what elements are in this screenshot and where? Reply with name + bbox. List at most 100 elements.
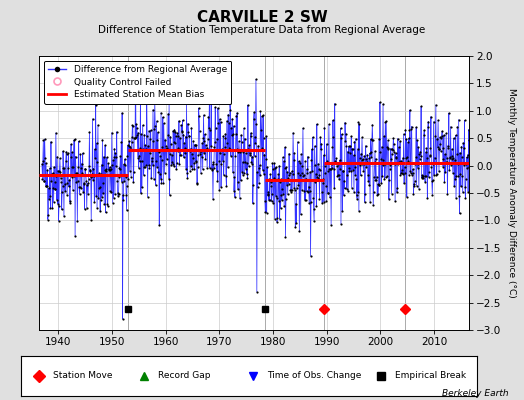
Point [435,146,444,152]
Point [193,180,202,186]
Point [73,170,81,176]
Point [294,170,302,176]
Point [40,178,48,184]
Point [174,148,182,154]
Point [342,130,350,137]
Point [328,161,336,167]
Point [312,203,321,210]
Point [285,171,293,178]
Point [421,149,430,155]
Point [421,179,429,185]
Point [262,133,270,140]
Point [287,188,295,195]
Point [422,145,431,152]
Point [432,171,441,177]
Point [189,138,198,144]
Point [455,210,464,217]
Point [133,125,141,132]
Point [434,117,442,124]
Point [172,160,181,166]
Point [420,132,428,139]
Point [411,160,419,167]
Point [156,171,164,177]
Point [456,171,465,178]
Point [129,179,137,185]
Point [217,147,226,153]
Point [390,149,398,156]
Point [331,159,340,166]
Point [274,176,282,182]
Point [414,144,422,150]
Point [202,145,211,151]
Point [278,197,286,203]
Point [107,129,116,136]
Point [158,157,166,164]
Point [162,156,171,162]
Point [459,140,467,146]
Point [88,173,96,179]
Point [144,194,152,200]
Text: CARVILLE 2 SW: CARVILLE 2 SW [196,10,328,25]
Point [349,167,357,173]
Point [301,197,309,203]
Point [181,133,190,140]
Point [198,140,206,146]
Point [212,160,220,167]
Point [337,131,346,137]
Point [446,123,455,130]
Point [295,228,303,234]
Point [236,177,245,184]
Point [72,170,80,177]
Point [369,202,377,208]
Point [235,138,243,145]
Point [188,150,196,157]
Point [288,168,296,174]
Point [314,160,322,167]
Point [122,192,130,198]
Point [206,127,214,133]
Point [398,167,407,173]
Point [101,142,110,148]
Point [148,158,156,164]
Point [256,108,265,115]
Point [125,138,134,144]
Point [227,153,235,159]
Point [454,161,462,168]
Text: Berkeley Earth: Berkeley Earth [442,389,508,398]
Point [155,222,163,228]
Point [462,176,470,182]
Point [464,126,473,133]
Point [113,129,121,135]
Point [217,161,226,167]
Point [395,144,403,150]
Point [272,195,281,201]
Point [362,156,370,162]
Point [445,110,453,116]
Point [313,175,322,181]
Point [108,161,116,168]
Point [104,203,112,209]
Point [447,153,456,160]
Point [361,191,369,197]
Point [377,144,386,150]
Point [242,165,250,172]
Point [446,154,454,160]
Point [186,168,194,174]
Point [199,135,208,142]
Point [167,140,175,147]
Point [52,130,60,136]
Point [388,151,396,157]
Point [191,159,200,165]
Point [392,189,401,196]
Point [118,110,126,116]
Point [360,152,368,159]
Point [68,164,77,170]
Point [224,111,232,118]
Point [377,156,385,162]
Point [39,157,47,164]
Point [253,288,261,295]
Point [166,150,174,157]
Point [212,168,221,174]
Point [344,188,352,194]
Point [83,180,92,186]
